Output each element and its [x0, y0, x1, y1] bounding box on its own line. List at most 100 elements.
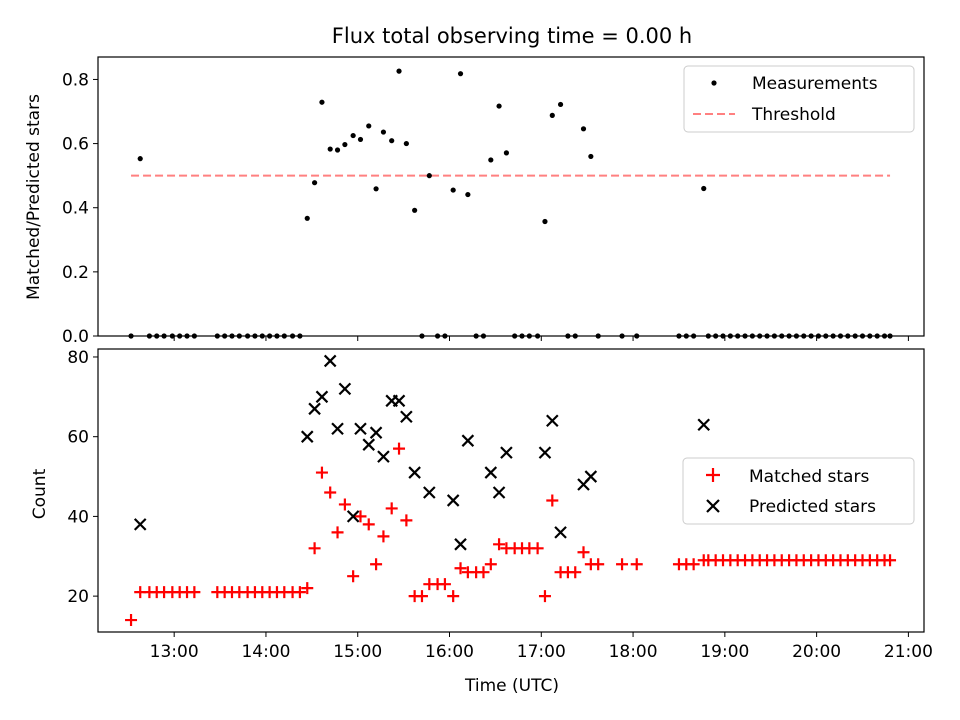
x-tick-label: 17:00 — [517, 642, 566, 662]
matched-star-point — [577, 546, 590, 559]
matched-star-point — [362, 518, 375, 531]
top-y-tick-label: 0.0 — [62, 327, 89, 347]
matched-star-point — [438, 578, 451, 591]
matched-star-point — [630, 558, 643, 571]
matched-star-point — [331, 526, 344, 539]
x-tick-label: 13:00 — [150, 642, 199, 662]
predicted-star-point — [697, 418, 711, 432]
matched-star-point — [188, 586, 201, 599]
measurement-point — [327, 146, 333, 152]
measurement-point — [580, 126, 587, 132]
measurement-point — [403, 140, 409, 147]
bottom-plot-area — [125, 354, 897, 627]
x-tick-label: 21:00 — [884, 642, 933, 662]
predicted-star-point — [346, 510, 360, 523]
predicted-star-point — [584, 470, 598, 483]
measurement-point — [334, 147, 341, 153]
bottom-y-tick-label: 80 — [67, 348, 89, 368]
top-chart-title: Flux total observing time = 0.00 h — [332, 24, 692, 48]
matched-star-point — [454, 562, 467, 575]
measurement-point — [304, 215, 310, 221]
matched-star-point — [546, 494, 559, 507]
top-legend-box — [683, 65, 915, 133]
measurement-point — [503, 150, 510, 156]
measurement-point — [426, 173, 432, 179]
legend-x-marker — [706, 499, 720, 513]
measurement-point — [465, 191, 471, 198]
predicted-star-point — [484, 466, 498, 479]
predicted-star-point — [554, 526, 567, 539]
measurement-point — [412, 207, 418, 213]
measurement-point — [542, 218, 548, 225]
legend-label-matched-stars: Matched stars — [749, 467, 869, 487]
measurement-point — [496, 103, 502, 109]
measurement-point — [396, 68, 402, 74]
measurement-point — [357, 136, 364, 143]
matched-star-point — [538, 590, 551, 603]
bottom-y-axis-label: Count — [30, 468, 50, 519]
legend-label-measurements: Measurements — [752, 74, 878, 94]
matched-star-point — [415, 590, 428, 603]
top-y-tick-label: 0.2 — [62, 263, 89, 283]
measurement-point — [366, 123, 372, 129]
matched-star-point — [687, 558, 700, 571]
matched-star-point — [477, 566, 490, 579]
legend-label-threshold: Threshold — [751, 105, 836, 125]
measurement-point — [701, 185, 707, 192]
bottom-axis-ticks: 13:00 14:00 15:00 16:00 17:00 18:00 19:00 20:00… — [67, 348, 933, 662]
matched-star-point — [616, 558, 629, 571]
measurement-point — [311, 180, 318, 186]
measurement-point — [137, 156, 143, 162]
measurement-point — [588, 153, 594, 160]
legend-label-predicted-stars: Predicted stars — [749, 497, 876, 517]
predicted-star-point — [538, 446, 552, 459]
top-y-axis-label: Matched/Predicted stars — [24, 94, 44, 300]
top-y-tick-label: 0.6 — [62, 135, 89, 155]
x-tick-label: 15:00 — [333, 642, 382, 662]
predicted-star-point — [331, 422, 344, 435]
measurement-point — [488, 157, 494, 163]
predicted-star-point — [133, 518, 147, 531]
measurement-point — [319, 99, 325, 105]
matched-star-point — [569, 566, 582, 579]
predicted-star-point — [338, 382, 352, 396]
legend-plus-marker — [706, 468, 720, 482]
predicted-star-point — [500, 446, 513, 459]
matched-star-point — [125, 614, 138, 627]
x-tick-label: 19:00 — [700, 642, 749, 662]
matched-star-point — [393, 442, 406, 455]
bottom-y-tick-label: 40 — [67, 507, 89, 527]
predicted-star-point — [377, 450, 390, 463]
x-tick-label: 18:00 — [609, 642, 658, 662]
bottom-x-axis-label: Time (UTC) — [464, 676, 559, 696]
x-tick-label: 20:00 — [792, 642, 841, 662]
matched-star-point — [447, 590, 460, 603]
top-y-tick-label: 0.8 — [62, 70, 89, 90]
measurement-point — [373, 186, 379, 192]
predicted-star-point — [546, 414, 559, 428]
measurement-point — [557, 101, 564, 108]
bottom-legend-box — [682, 457, 915, 525]
x-tick-label: 14:00 — [241, 642, 290, 662]
measurement-point — [342, 141, 348, 148]
predicted-star-point — [300, 430, 314, 443]
measurement-point — [389, 138, 395, 144]
bottom-y-tick-label: 60 — [67, 428, 89, 448]
measurement-point — [549, 112, 555, 118]
matched-star-point — [315, 466, 328, 479]
matched-star-point — [301, 582, 314, 595]
measurement-point — [457, 71, 464, 77]
matched-star-point — [338, 498, 351, 511]
matched-star-point — [354, 510, 367, 523]
predicted-star-point — [454, 538, 467, 551]
predicted-star-point — [392, 394, 406, 408]
matched-star-point — [400, 514, 413, 527]
top-axes-frame — [97, 56, 925, 337]
legend-dot-marker — [711, 80, 717, 86]
top-legend: Measurements Threshold — [683, 65, 915, 133]
matched-star-point — [347, 570, 360, 583]
predicted-star-point — [400, 410, 413, 424]
bottom-axes-frame — [97, 348, 925, 633]
predicted-star-point — [362, 438, 376, 451]
matched-star-point — [484, 558, 497, 571]
